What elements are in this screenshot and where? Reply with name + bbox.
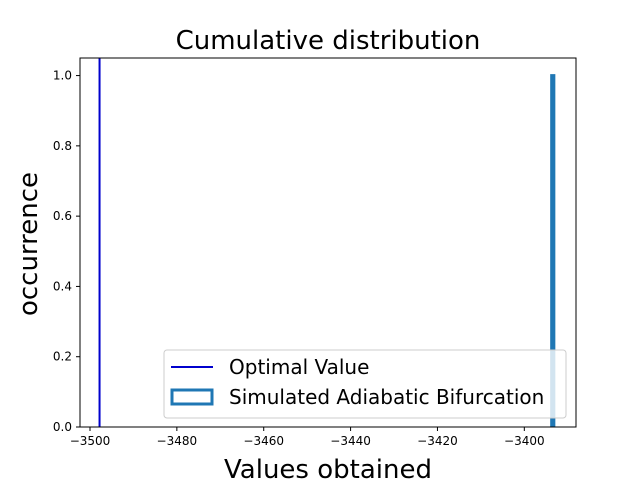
y-tick-label: 1.0 <box>53 69 72 83</box>
x-tick-label: −3460 <box>243 434 284 448</box>
plot-marks <box>98 58 556 427</box>
x-tick-label: −3400 <box>504 434 545 448</box>
x-axis-label: Values obtained <box>224 455 432 480</box>
legend-box <box>163 349 567 419</box>
x-axis-ticks: −3500 −3480 −3460 −3440 −3420 −3400 <box>70 427 545 448</box>
legend-entry-optimal-value: Optimal Value <box>229 355 369 379</box>
x-tick-label: −3500 <box>70 434 111 448</box>
legend-patch-swatch <box>170 388 214 406</box>
legend: Optimal Value Simulated Adiabatic Bifurc… <box>163 349 567 419</box>
y-tick-label: 0.6 <box>53 209 72 223</box>
x-tick-label: −3420 <box>417 434 458 448</box>
legend-entry-simulated-adiabatic-bifurcation: Simulated Adiabatic Bifurcation <box>229 385 544 409</box>
y-axis-ticks: 0.0 0.2 0.4 0.6 0.8 1.0 <box>53 69 80 434</box>
y-axis-label: occurrence <box>14 172 44 316</box>
x-tick-label: −3440 <box>330 434 371 448</box>
chart-title: Cumulative distribution <box>176 26 481 56</box>
y-tick-label: 0.8 <box>53 139 72 153</box>
y-tick-label: 0.2 <box>53 350 72 364</box>
x-tick-label: −3480 <box>157 434 198 448</box>
cumulative-step-series-0 <box>550 74 556 427</box>
y-tick-label: 0.0 <box>53 420 72 434</box>
y-tick-label: 0.4 <box>53 279 72 293</box>
axes-frame <box>79 57 577 428</box>
